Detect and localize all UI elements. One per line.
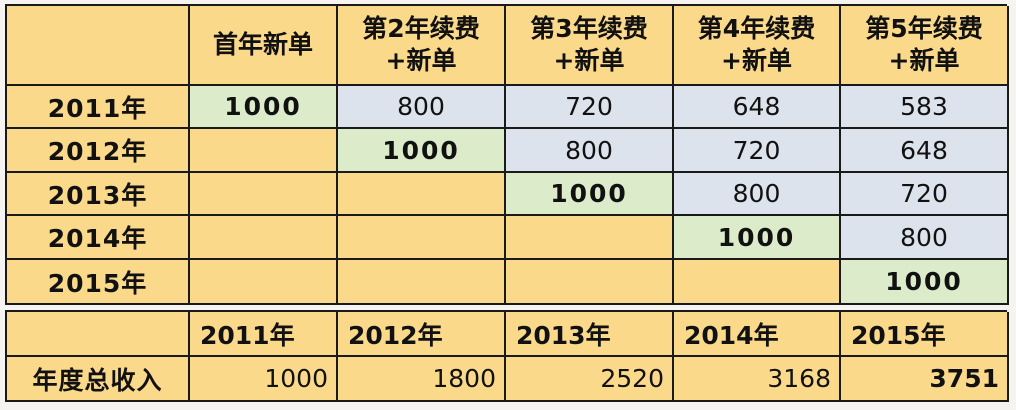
header-year3-line2: +新单 [553,46,625,75]
header-year3: 第3年续费 +新单 [506,6,674,86]
cell-2011-y2: 800 [338,86,506,129]
revenue-2014: 3168 [674,357,841,402]
header-year5-line2: +新单 [888,46,960,75]
cell-2012-y4: 720 [674,129,841,173]
revenue-2013: 2520 [506,357,674,402]
cell-2012-y5: 648 [841,129,1009,173]
summary-corner-cell [7,312,190,357]
cell-2014-y3 [506,216,674,260]
corner-cell [7,6,190,86]
summary-year-2011: 2011年 [190,312,338,357]
header-year5-line1: 第5年续费 [865,14,983,43]
annual-revenue-label: 年度总收入 [7,357,190,402]
cell-2012-y1 [190,129,338,173]
cell-2015-y4 [674,260,841,305]
cell-2013-y3: 1000 [506,173,674,216]
cell-2011-y3: 720 [506,86,674,129]
summary-year-2012: 2012年 [338,312,506,357]
row-label-2014: 2014年 [7,216,190,260]
row-label-2012: 2012年 [7,129,190,173]
revenue-2011: 1000 [190,357,338,402]
header-year1-line1: 首年新单 [212,30,313,59]
cell-2014-y2 [338,216,506,260]
cell-2013-y5: 720 [841,173,1009,216]
summary-year-2014: 2014年 [674,312,841,357]
header-year2-line1: 第2年续费 [362,14,480,43]
row-label-2015: 2015年 [7,260,190,305]
cell-2012-y3: 800 [506,129,674,173]
cell-2013-y1 [190,173,338,216]
header-year3-line1: 第3年续费 [530,14,648,43]
cell-2014-y5: 800 [841,216,1009,260]
cell-2012-y2: 1000 [338,129,506,173]
revenue-2012: 1800 [338,357,506,402]
cell-2011-y4: 648 [674,86,841,129]
cell-2014-y1 [190,216,338,260]
header-year1: 首年新单 [190,6,338,86]
header-year4-line1: 第4年续费 [697,14,816,43]
cell-2015-y1 [190,260,338,305]
cell-2015-y3 [506,260,674,305]
header-year2-line2: +新单 [385,46,457,75]
annual-revenue-table: 2011年 2012年 2013年 2014年 2015年 年度总收入 1000… [5,310,1009,402]
header-year4-line2: +新单 [721,46,792,75]
row-label-2013: 2013年 [7,173,190,216]
summary-year-2013: 2013年 [506,312,674,357]
cell-2011-y1: 1000 [190,86,338,129]
cell-2015-y2 [338,260,506,305]
row-label-2011: 2011年 [7,86,190,129]
revenue-2015: 3751 [841,357,1009,402]
header-year2: 第2年续费 +新单 [338,6,506,86]
cell-2013-y2 [338,173,506,216]
cell-2015-y5: 1000 [841,260,1009,305]
header-year5: 第5年续费 +新单 [841,6,1009,86]
summary-year-2015: 2015年 [841,312,1009,357]
cell-2013-y4: 800 [674,173,841,216]
cell-2014-y4: 1000 [674,216,841,260]
renewal-table: 首年新单 第2年续费 +新单 第3年续费 +新单 第4年续费 +新单 第5年续费… [5,4,1009,305]
cell-2011-y5: 583 [841,86,1009,129]
header-year4: 第4年续费 +新单 [674,6,841,86]
